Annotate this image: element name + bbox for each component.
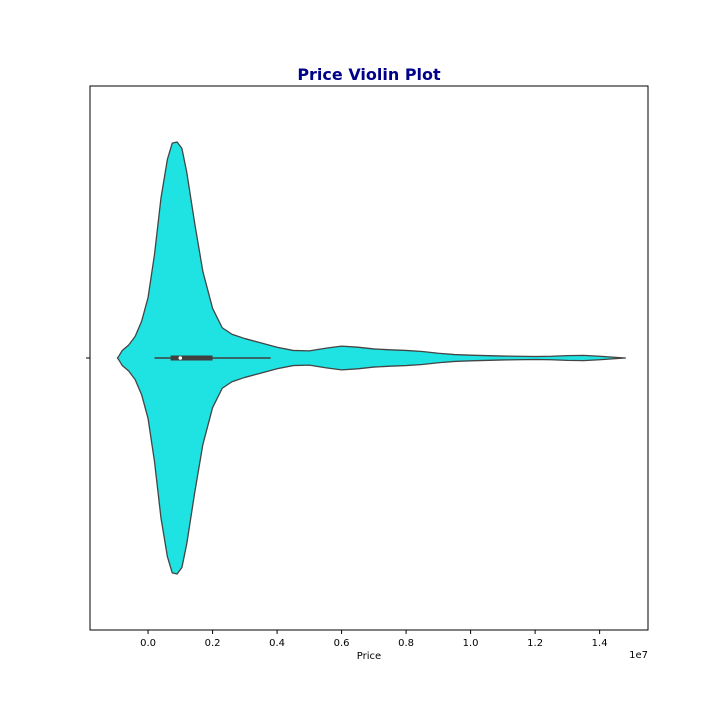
x-axis-ticks: 0.0 0.2 0.4 0.6 0.8 1.0 1.2 1.4 bbox=[140, 630, 608, 649]
x-tick-label: 0.4 bbox=[269, 638, 285, 649]
x-tick-label: 1.0 bbox=[463, 638, 479, 649]
chart-title: Price Violin Plot bbox=[297, 65, 441, 84]
x-tick-label: 1.4 bbox=[592, 638, 608, 649]
x-tick-label: 0.0 bbox=[140, 638, 156, 649]
x-axis-multiplier: 1e7 bbox=[629, 650, 648, 661]
x-tick-label: 0.2 bbox=[205, 638, 221, 649]
plot-area bbox=[116, 141, 627, 575]
iqr-box bbox=[170, 355, 213, 361]
x-tick-label: 1.2 bbox=[527, 638, 543, 649]
x-tick-label: 0.6 bbox=[334, 638, 350, 649]
x-tick-label: 0.8 bbox=[398, 638, 414, 649]
median-marker bbox=[178, 356, 183, 360]
violin-body bbox=[116, 141, 627, 575]
x-axis-label: Price bbox=[357, 651, 381, 662]
